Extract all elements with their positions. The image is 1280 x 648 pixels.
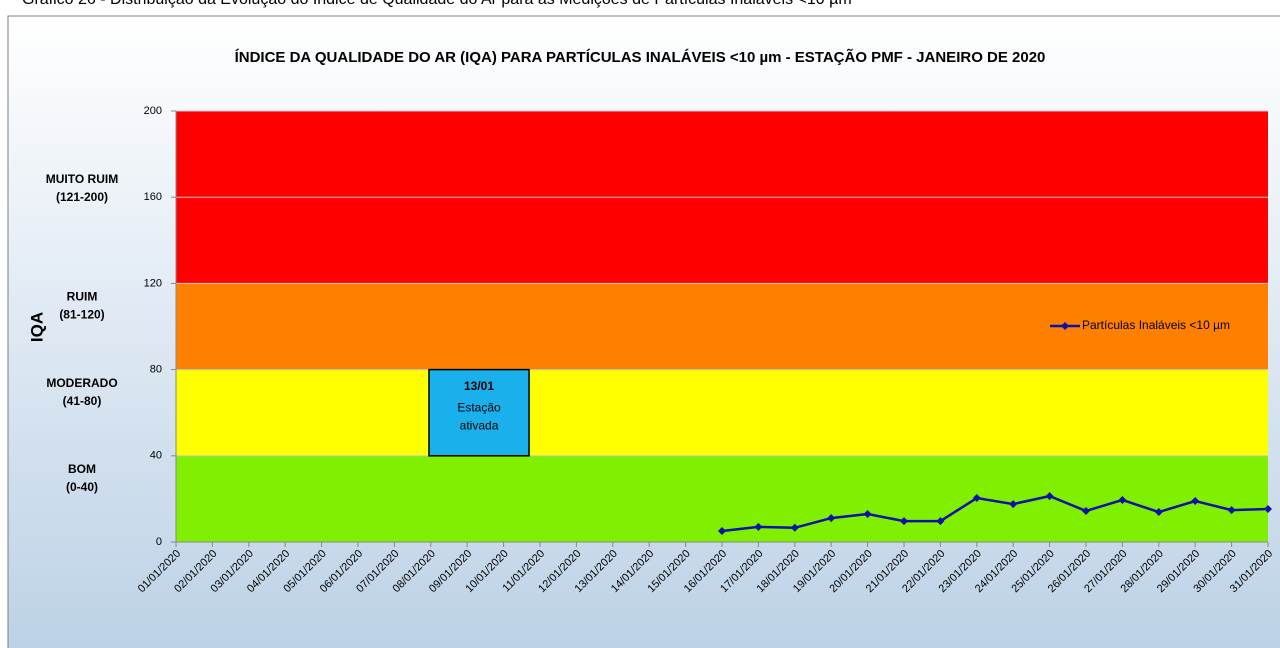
point xyxy=(1264,505,1272,514)
annotation-box xyxy=(428,368,530,457)
band-range: (0-40) xyxy=(66,480,98,494)
point xyxy=(1191,497,1200,506)
band-range: (121-200) xyxy=(56,190,108,204)
annotation-date: 13/01 xyxy=(464,379,494,393)
series-line xyxy=(721,494,1269,533)
point xyxy=(972,494,981,503)
point xyxy=(1227,506,1236,515)
chart-title: ÍNDICE DA QUALIDADE DO AR (IQA) PARA PAR… xyxy=(235,48,1046,66)
point xyxy=(827,514,836,523)
point xyxy=(1045,492,1054,501)
band-label: MUITO RUIM xyxy=(46,172,118,186)
point xyxy=(1009,500,1018,509)
legend-label: Partículas Inaláveis <10 µm xyxy=(1082,318,1230,332)
point xyxy=(754,522,763,531)
point xyxy=(900,517,908,526)
annotation-text: Estação xyxy=(457,401,501,415)
y-tick-label: 200 xyxy=(144,105,162,117)
annotation-text: ativada xyxy=(460,419,499,433)
point xyxy=(1154,508,1163,517)
y-tick-label: 80 xyxy=(150,364,162,376)
caption: Gráfico 26 - Distribuição da Evolução do… xyxy=(22,0,852,9)
band-label: RUIM xyxy=(67,290,98,304)
point xyxy=(863,509,872,518)
band-range: (41-80) xyxy=(63,394,102,408)
y-tick-label: 0 xyxy=(156,536,162,548)
y-axis-label: IQA xyxy=(27,312,46,342)
band-label: MODERADO xyxy=(46,376,117,390)
band xyxy=(176,369,1268,456)
y-tick-label: 40 xyxy=(150,450,162,462)
point xyxy=(718,527,726,536)
band-label: BOM xyxy=(68,462,96,476)
point xyxy=(790,523,799,532)
y-tick-label: 160 xyxy=(144,191,162,203)
point xyxy=(1082,506,1090,515)
point xyxy=(1118,495,1127,504)
legend-marker xyxy=(1061,322,1069,330)
point xyxy=(936,517,945,526)
band xyxy=(176,283,1268,370)
y-tick-label: 120 xyxy=(144,277,162,289)
band-range: (81-120) xyxy=(59,308,104,322)
